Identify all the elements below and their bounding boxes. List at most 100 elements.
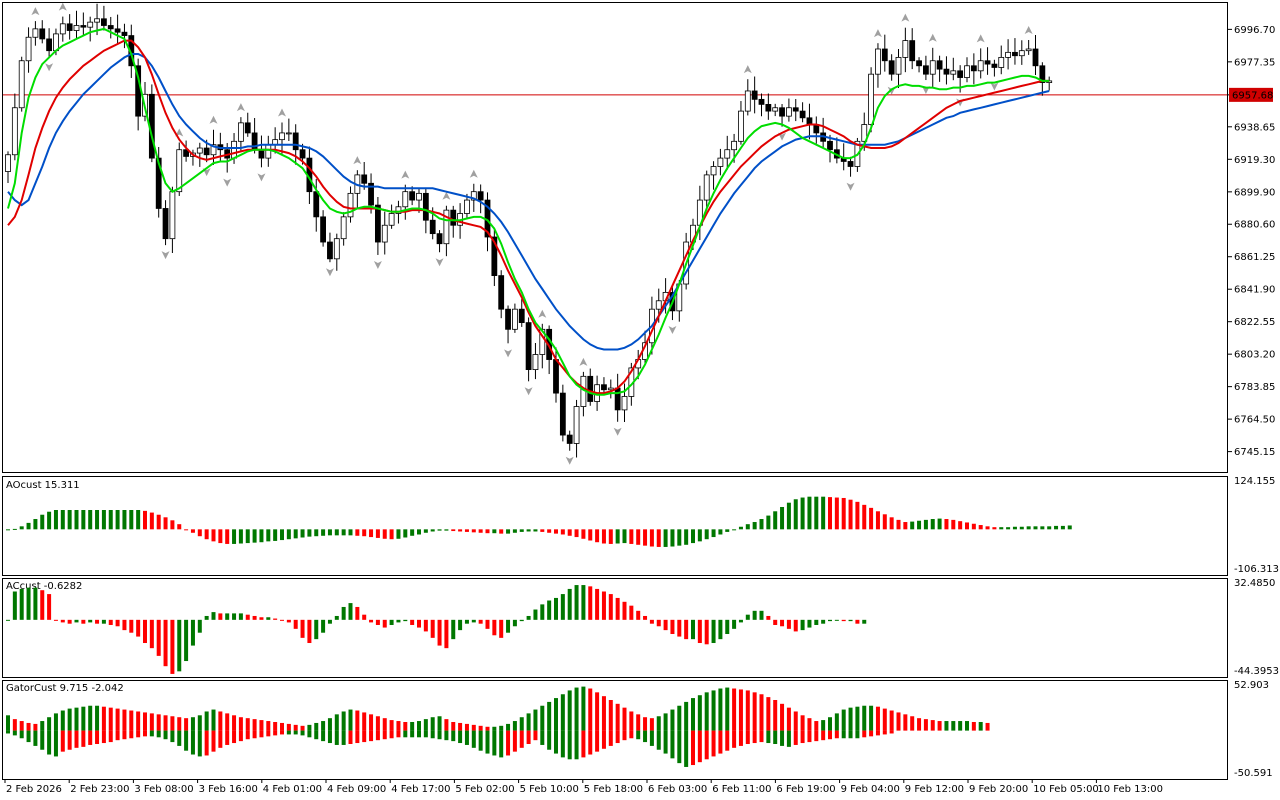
ac-bar bbox=[170, 619, 175, 674]
candle-bull bbox=[59, 23, 66, 35]
ao-bar bbox=[601, 529, 606, 544]
ac-bar bbox=[149, 619, 154, 649]
gator-lower-bar bbox=[321, 730, 326, 742]
gator-upper-bar bbox=[615, 703, 620, 731]
x-tick-label: 10 Feb 13:00 bbox=[1097, 784, 1163, 795]
gator-upper-bar bbox=[951, 721, 956, 731]
gator-upper-bar bbox=[869, 705, 874, 731]
candle-bear bbox=[525, 322, 532, 371]
gator-lower-bar bbox=[389, 730, 394, 739]
gator-upper-bar bbox=[985, 722, 990, 731]
fractal-down bbox=[613, 427, 622, 436]
ac-bar bbox=[197, 619, 202, 633]
ac-bar bbox=[841, 619, 846, 622]
ac-bar bbox=[636, 610, 641, 620]
x-tick-label: 3 Feb 08:00 bbox=[134, 784, 193, 795]
gator-upper-bar bbox=[554, 698, 558, 731]
gator-lower-bar bbox=[300, 730, 305, 736]
gator-lower-bar bbox=[471, 730, 476, 748]
gator-lower-bar bbox=[259, 730, 264, 738]
gator-lower-bar bbox=[567, 730, 572, 760]
fractal-up bbox=[353, 156, 362, 165]
gator-lower-bar bbox=[245, 730, 250, 740]
gator-lower-bar bbox=[677, 730, 682, 764]
gator-lower-bar bbox=[238, 730, 243, 742]
gator-lower-bar bbox=[519, 730, 524, 748]
ao-bar bbox=[882, 514, 887, 530]
gator-upper-bar bbox=[923, 719, 928, 731]
gator-lower-bar bbox=[834, 730, 839, 739]
gator-panel[interactable]: GatorCust 9.715 -2.042 bbox=[6, 683, 990, 767]
gator-upper-bar bbox=[944, 721, 949, 731]
ac-bar bbox=[348, 603, 353, 620]
ao-bar bbox=[108, 510, 113, 530]
ao-bar bbox=[499, 529, 504, 534]
ao-bar bbox=[958, 521, 963, 530]
gator-lower-bar bbox=[355, 730, 360, 744]
gator-upper-bar bbox=[74, 707, 79, 731]
ao-bar bbox=[485, 529, 490, 534]
ac-bar bbox=[334, 615, 339, 620]
gator-upper-bar bbox=[369, 714, 374, 731]
candle-bear bbox=[923, 65, 929, 75]
ao-bar bbox=[663, 529, 668, 547]
fractal-up bbox=[579, 357, 588, 366]
gator-upper-bar bbox=[937, 721, 942, 731]
ac-bar bbox=[656, 619, 661, 627]
ao-bar bbox=[533, 529, 538, 532]
ac-bar bbox=[355, 606, 360, 620]
ac-bar bbox=[574, 585, 579, 620]
candle-bear bbox=[936, 60, 943, 70]
candle-bear bbox=[758, 98, 765, 105]
ac-panel[interactable]: ACcust -0.6282 bbox=[6, 581, 867, 674]
candle-bull bbox=[279, 132, 285, 141]
gator-lower-bar bbox=[608, 730, 613, 746]
ac-bar bbox=[101, 619, 106, 624]
main-price-panel[interactable] bbox=[2, 0, 1228, 465]
ao-bar bbox=[300, 529, 305, 538]
ac-bar bbox=[862, 619, 867, 624]
gator-upper-bar bbox=[499, 725, 504, 731]
ao-panel[interactable]: AOcust 15.311 bbox=[6, 480, 1072, 547]
ao-bar bbox=[204, 529, 209, 540]
ac-bar bbox=[478, 619, 483, 624]
ao-bar bbox=[458, 529, 463, 532]
candle-bull bbox=[388, 213, 395, 226]
fractal-up bbox=[873, 29, 882, 38]
gator-upper-bar bbox=[334, 714, 339, 731]
gator-lower-bar bbox=[190, 730, 195, 755]
gator-upper-bar bbox=[828, 717, 832, 731]
gator-upper-bar bbox=[725, 687, 730, 731]
y-tick-label: 6841.90 bbox=[1234, 285, 1275, 296]
ac-bar bbox=[643, 615, 648, 620]
gator-upper-bar bbox=[677, 705, 682, 731]
ao-bar bbox=[471, 529, 476, 533]
candle-bull bbox=[347, 192, 354, 218]
candle-bull bbox=[176, 149, 183, 193]
ao-bar bbox=[903, 522, 908, 530]
gator-lower-bar bbox=[848, 730, 853, 739]
gator-upper-bar bbox=[314, 722, 319, 731]
gator-lower-bar bbox=[458, 730, 463, 744]
candle-bull bbox=[1005, 51, 1011, 58]
ao-bar bbox=[629, 529, 634, 544]
candle-bear bbox=[765, 103, 772, 112]
gator-upper-bar bbox=[848, 707, 853, 731]
candle-bull bbox=[470, 191, 477, 201]
gator-lower-bar bbox=[115, 730, 120, 741]
gator-upper-bar bbox=[136, 711, 141, 731]
ac-bar bbox=[519, 619, 524, 622]
gator-lower-bar bbox=[314, 730, 319, 740]
gator-lower-bar bbox=[821, 730, 826, 741]
ac-bar bbox=[129, 619, 134, 633]
ao-bar bbox=[293, 529, 298, 539]
ao-bar bbox=[417, 529, 421, 535]
candle-bear bbox=[491, 236, 498, 277]
ao-bar bbox=[389, 529, 394, 540]
ao-bar bbox=[348, 529, 353, 536]
gator-upper-bar bbox=[540, 705, 545, 731]
ao-bar bbox=[12, 528, 17, 530]
ao-bar bbox=[697, 529, 702, 542]
ao-bar bbox=[67, 510, 72, 530]
